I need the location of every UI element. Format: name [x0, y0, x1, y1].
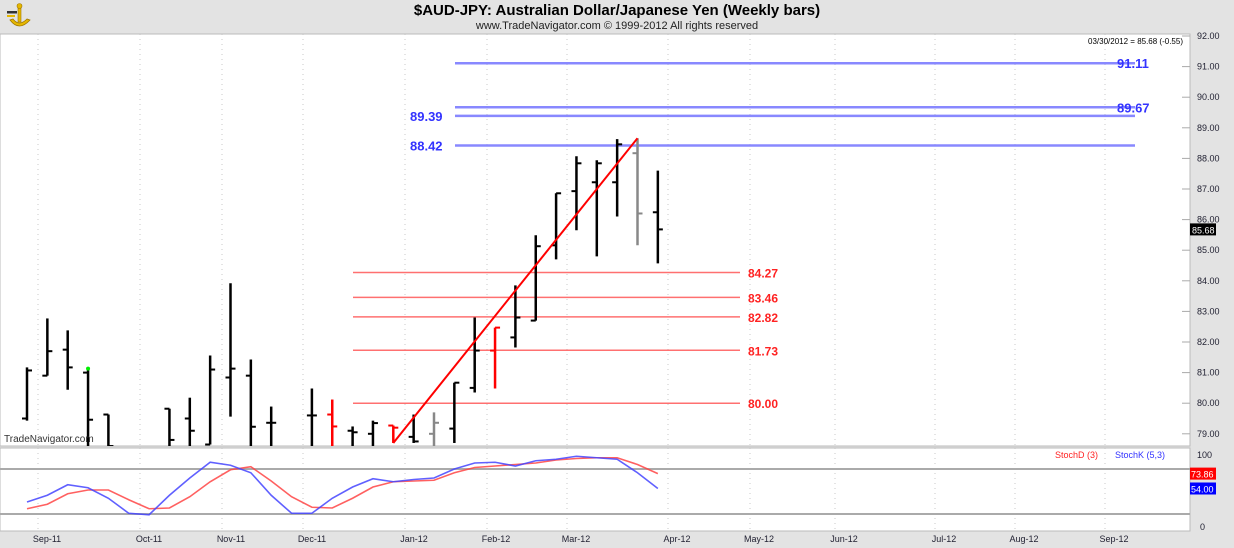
ohlc-bar: [164, 407, 175, 446]
ohlc-bar: [591, 160, 602, 257]
ohlc-bar: [205, 355, 216, 446]
chart-title: $AUD-JPY: Australian Dollar/Japanese Yen…: [413, 2, 821, 19]
x-tick-label: Sep-11: [33, 534, 61, 544]
stochd-value-label: 73.86: [1191, 470, 1214, 480]
stochk-value-box: [1190, 482, 1216, 495]
y-tick-label: 84.00: [1197, 276, 1220, 286]
ohlc-bar: [469, 317, 480, 393]
last-price-box: [1190, 223, 1216, 236]
fib-level-red-label: 80.00: [748, 397, 778, 411]
stochk-value-label: 54.00: [1191, 485, 1214, 495]
ohlc-bar: [612, 139, 623, 217]
stoch-y-tick: 100: [1197, 450, 1212, 460]
ohlc-bar: [408, 414, 419, 443]
ohlc-bar: [266, 406, 277, 446]
chart-subtitle: www.TradeNavigator.com © 1999-2012 All r…: [475, 20, 759, 32]
y-tick-label: 89.00: [1197, 123, 1220, 133]
ohlc-bar: [347, 426, 358, 446]
x-tick-label: Nov-11: [217, 534, 245, 544]
fib-level-blue-label: 88.42: [410, 139, 443, 154]
ohlc-bar: [571, 156, 582, 231]
fib-level-blue-label: 89.67: [1117, 100, 1150, 115]
x-tick-label: May-12: [744, 534, 774, 544]
x-tick-label: Apr-12: [663, 534, 690, 544]
ohlc-bar: [225, 283, 236, 417]
y-tick-label: 86.00: [1197, 215, 1220, 225]
x-tick-label: Jan-12: [400, 534, 428, 544]
y-tick-label: 85.00: [1197, 245, 1220, 255]
signal-dot: [86, 366, 91, 371]
ohlc-bar: [510, 285, 521, 348]
ohlc-bar: [184, 397, 195, 446]
ohlc-bar: [490, 326, 501, 389]
stochd-value-box: [1190, 467, 1216, 480]
y-tick-label: 80.00: [1197, 398, 1220, 408]
ohlc-bar: [62, 330, 73, 390]
ohlc-bar: [83, 368, 94, 446]
stoch-y-tick: 0: [1200, 522, 1205, 532]
ohlc-bar: [103, 413, 114, 446]
ohlc-bar: [429, 412, 439, 446]
ohlc-bar: [652, 170, 663, 264]
y-tick-label: 82.00: [1197, 337, 1220, 347]
tradenavigator-logo: [4, 2, 34, 32]
y-tick-label: 81.00: [1197, 368, 1220, 378]
x-tick-label: Dec-11: [298, 534, 326, 544]
y-tick-label: 91.00: [1197, 62, 1220, 72]
fib-level-blue-label: 91.11: [1117, 56, 1149, 71]
last-readout: 03/30/2012 = 85.68 (-0.55): [1088, 37, 1183, 46]
fib-level-red-label: 84.27: [748, 267, 778, 281]
ohlc-bar: [530, 235, 541, 322]
y-tick-label: 88.00: [1197, 153, 1220, 163]
y-tick-label: 90.00: [1197, 92, 1220, 102]
y-tick-label: 87.00: [1197, 184, 1220, 194]
fib-level-red-label: 82.82: [748, 311, 778, 325]
ohlc-bar: [388, 424, 399, 443]
ohlc-bar: [22, 367, 32, 421]
ohlc-bar: [632, 138, 643, 246]
ohlc-bar: [245, 359, 256, 446]
ohlc-bar: [327, 399, 338, 446]
watermark: TradeNavigator.com: [4, 434, 94, 445]
ohlc-bar: [42, 318, 53, 377]
fib-level-red-label: 83.46: [748, 291, 778, 305]
price-plot: 91.11 89.67 89.39 88.42 84.27 83.46 82.82 81.73…: [22, 56, 1150, 446]
x-tick-label: Jun-12: [830, 534, 858, 544]
stochastic-panel: [0, 447, 1191, 532]
stochd-line: [26, 456, 659, 510]
y-tick-label: 92.00: [1197, 31, 1220, 41]
stochk-line: [26, 455, 659, 516]
x-tick-label: Jul-12: [932, 534, 957, 544]
trendline: [392, 137, 639, 444]
legend-stochd: StochD (3): [1055, 450, 1098, 460]
x-tick-label: Mar-12: [562, 534, 591, 544]
x-tick-label: Oct-11: [136, 534, 162, 544]
fib-level-red-label: 81.73: [748, 344, 778, 358]
y-tick-label: 83.00: [1197, 306, 1220, 316]
x-tick-label: Feb-12: [482, 534, 511, 544]
ohlc-bar: [367, 420, 378, 446]
legend-stochk: StochK (5,3): [1115, 450, 1165, 460]
last-price-label: 85.68: [1192, 225, 1215, 235]
x-tick-label: Sep-12: [1099, 534, 1128, 544]
x-tick-label: Aug-12: [1009, 534, 1038, 544]
y-tick-label: 79.00: [1197, 429, 1220, 439]
ohlc-bar: [306, 388, 317, 446]
fib-level-blue-label: 89.39: [410, 109, 443, 124]
price-panel: [0, 33, 1191, 447]
ohlc-bar: [449, 381, 460, 443]
